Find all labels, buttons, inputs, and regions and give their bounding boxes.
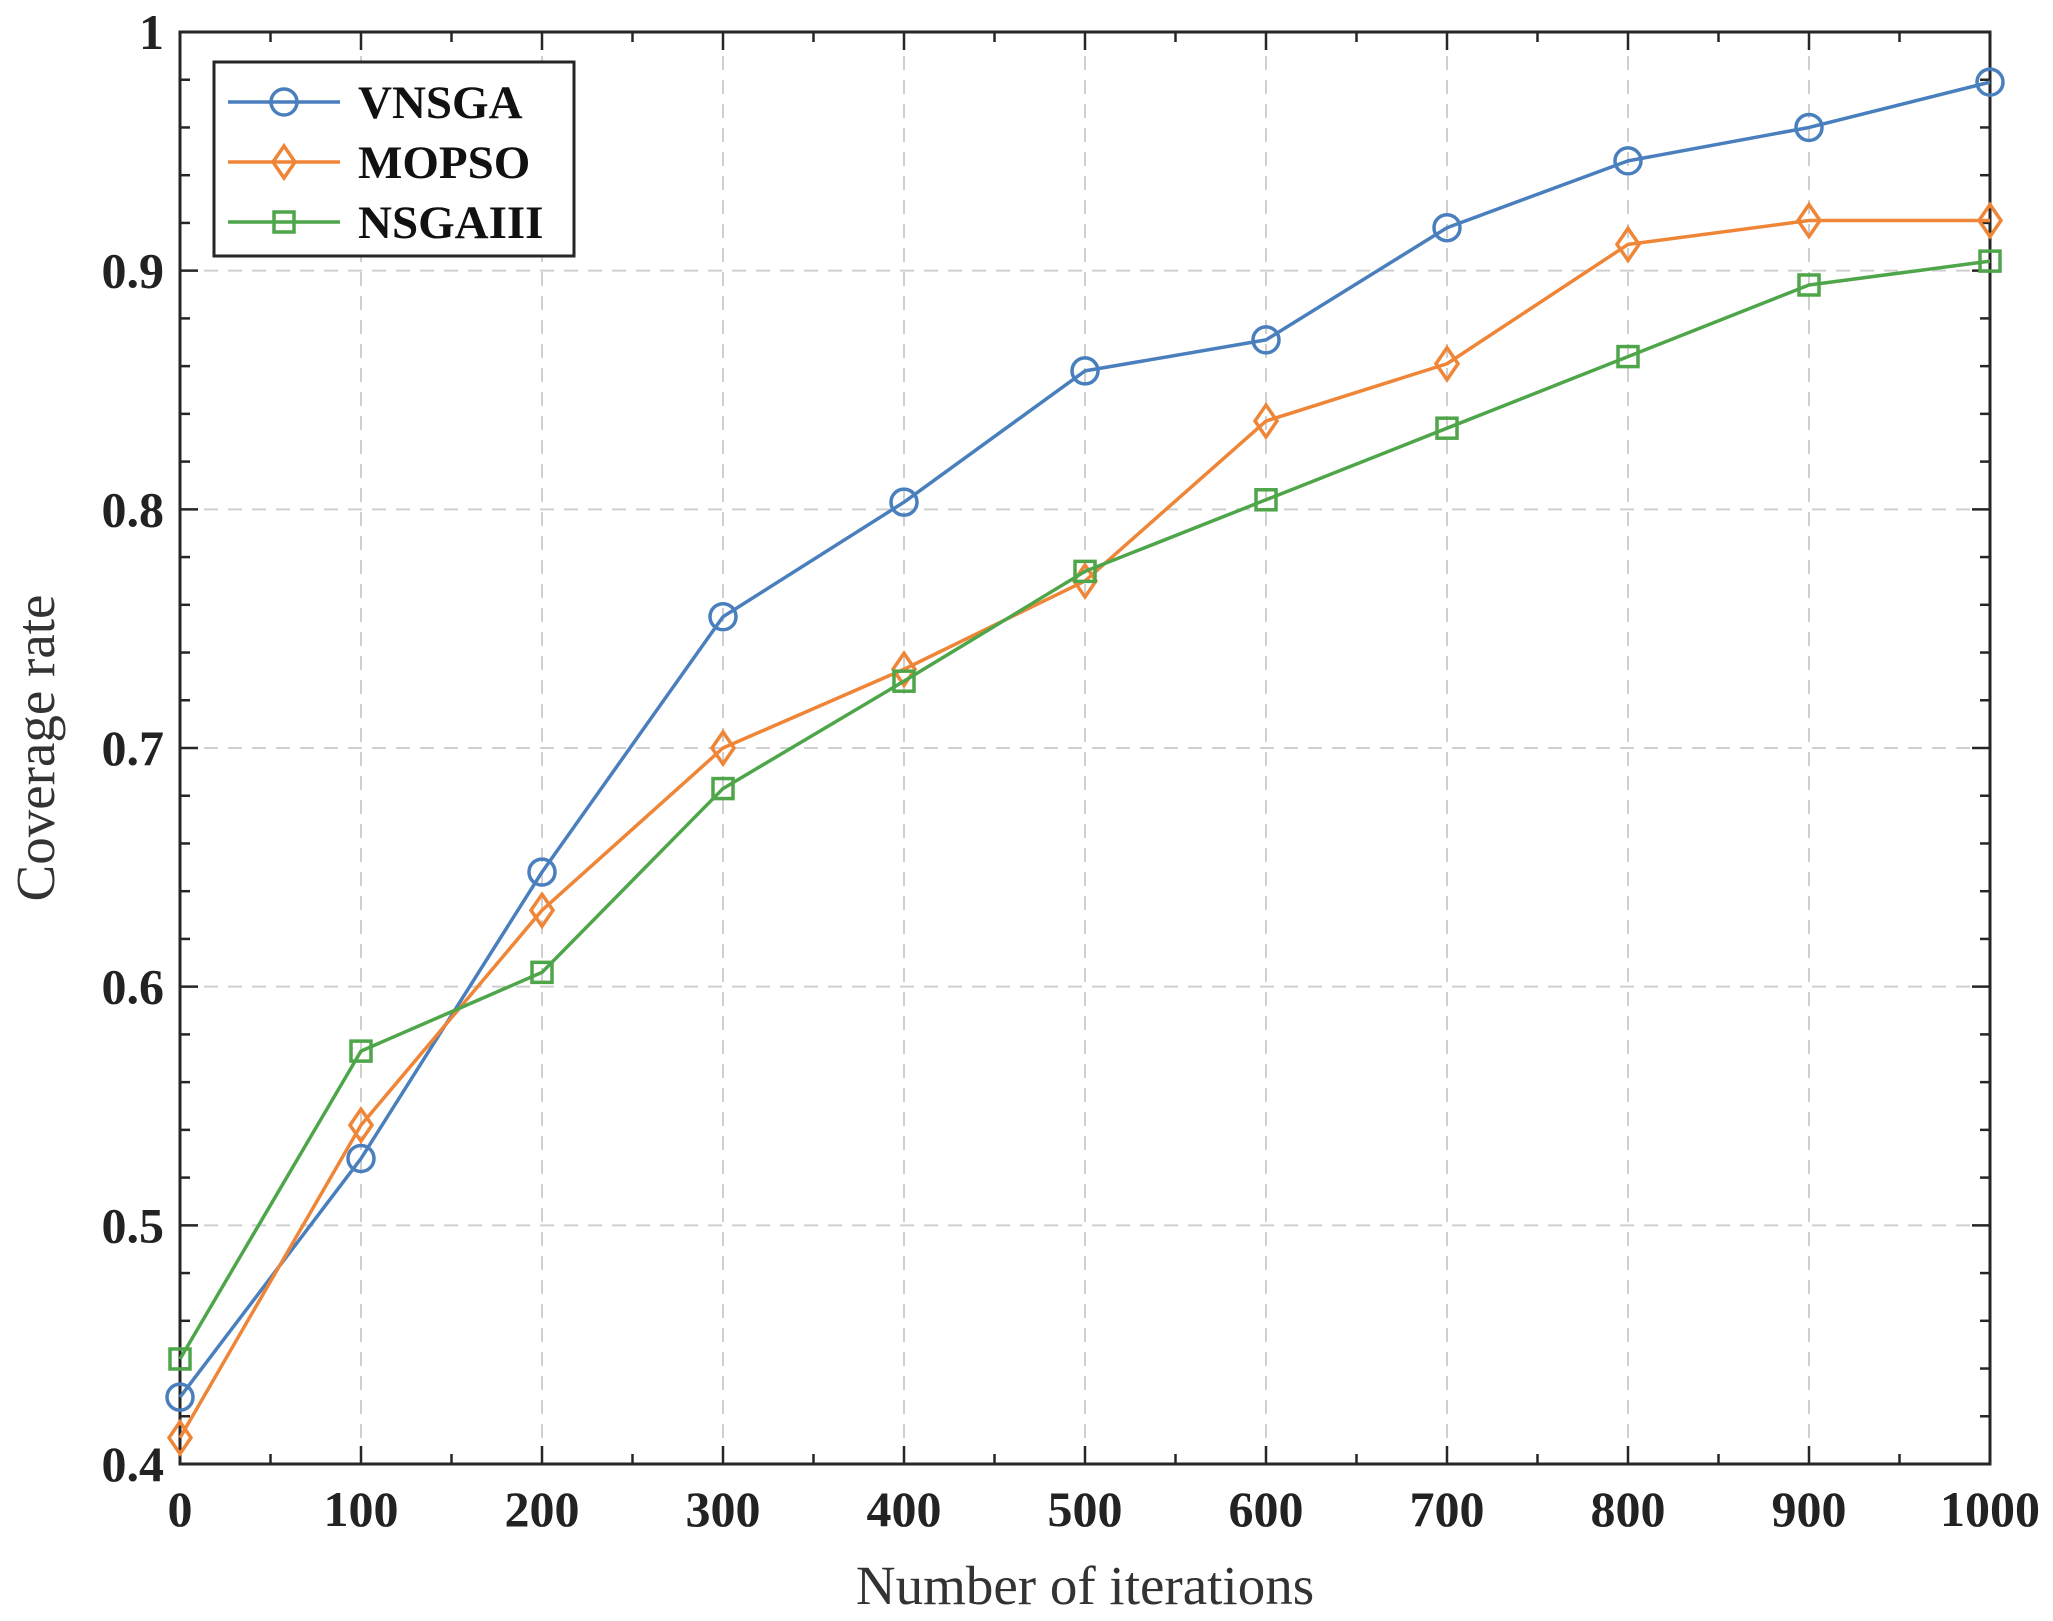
legend-label: NSGAIII xyxy=(358,197,543,249)
mopso-point xyxy=(1976,201,2004,240)
nsgaiii-line xyxy=(178,259,1991,1360)
mopso-point xyxy=(528,891,556,930)
legend-swatch-marker xyxy=(272,210,296,234)
series-vnsga xyxy=(165,67,2005,1412)
vnsga-point xyxy=(1975,67,2005,97)
y-tick-label: 0.4 xyxy=(102,1436,165,1492)
vnsga-point xyxy=(889,487,919,517)
mopso-point xyxy=(347,1106,375,1145)
mopso-point xyxy=(1252,401,1280,441)
series-layer xyxy=(165,67,2005,1457)
x-tick-label: 600 xyxy=(1229,1481,1304,1537)
nsgaiii-point xyxy=(1254,488,1278,512)
nsgaiii-point xyxy=(1978,249,2002,273)
x-tick-label: 500 xyxy=(1048,1481,1123,1537)
vnsga-point xyxy=(1794,112,1824,143)
y-tick-labels: 0.4 0.5 0.6 0.7 0.8 0.9 1 xyxy=(102,4,165,1492)
series-nsgaiii xyxy=(168,249,2002,1371)
nsgaiii-point xyxy=(1073,559,1097,584)
legend: VNSGA MOPSO NSGAIII xyxy=(212,60,576,258)
vnsga-point xyxy=(1432,212,1462,243)
mopso-point xyxy=(890,650,918,689)
y-tick-label: 0.9 xyxy=(102,243,165,299)
nsgaiii-point xyxy=(530,960,554,985)
vnsga-point xyxy=(346,1143,376,1174)
vnsga-point xyxy=(1613,146,1643,176)
mopso-point xyxy=(709,728,737,768)
x-tick-label: 900 xyxy=(1772,1481,1847,1537)
legend-label: MOPSO xyxy=(358,137,530,189)
grid xyxy=(180,32,1990,1464)
vnsga-line xyxy=(178,80,1991,1399)
nsgaiii-point xyxy=(168,1347,192,1371)
legend-item-mopso: MOPSO xyxy=(228,137,530,189)
plot-frame xyxy=(178,30,1992,1466)
mopso-point xyxy=(1433,344,1461,383)
legend-swatch-marker xyxy=(269,87,299,117)
nsgaiii-point xyxy=(892,669,916,693)
legend-label: VNSGA xyxy=(358,77,523,129)
mopso-point xyxy=(1614,225,1642,264)
y-tick-label: 0.8 xyxy=(102,481,165,537)
x-axis-label: Number of iterations xyxy=(856,1555,1314,1616)
vnsga-point xyxy=(165,1382,195,1412)
y-axis-label: Coverage rate xyxy=(5,595,66,902)
vnsga-point xyxy=(527,857,557,887)
x-tick-labels: 0 100 200 300 400 500 600 700 800 900 1000 xyxy=(168,1481,2041,1537)
x-tick-label: 300 xyxy=(686,1481,761,1537)
nsgaiii-point xyxy=(349,1039,373,1063)
y-tick-label: 1 xyxy=(139,4,164,60)
x-tick-label: 800 xyxy=(1591,1481,1666,1537)
y-tick-label: 0.7 xyxy=(102,720,165,776)
mopso-point xyxy=(1795,201,1823,240)
x-tick-label: 700 xyxy=(1410,1481,1485,1537)
vnsga-point xyxy=(1070,356,1100,386)
x-tick-label: 100 xyxy=(324,1481,399,1537)
vnsga-point xyxy=(1251,325,1281,355)
x-tick-label: 1000 xyxy=(1940,1481,2040,1537)
nsgaiii-point xyxy=(711,776,735,801)
x-tick-label: 400 xyxy=(867,1481,942,1537)
legend-swatch-marker xyxy=(270,142,298,182)
legend-item-nsgaiii: NSGAIII xyxy=(228,197,543,249)
y-tick-label: 0.5 xyxy=(102,1197,165,1253)
vnsga-point xyxy=(708,601,738,632)
x-tick-label: 0 xyxy=(168,1481,193,1537)
x-tick-label: 200 xyxy=(505,1481,580,1537)
mopso-point xyxy=(166,1418,194,1457)
nsgaiii-point xyxy=(1797,273,1821,297)
nsgaiii-point xyxy=(1435,416,1459,440)
y-tick-label: 0.6 xyxy=(102,959,165,1015)
nsgaiii-point xyxy=(1616,344,1640,369)
legend-item-vnsga: VNSGA xyxy=(228,77,523,129)
